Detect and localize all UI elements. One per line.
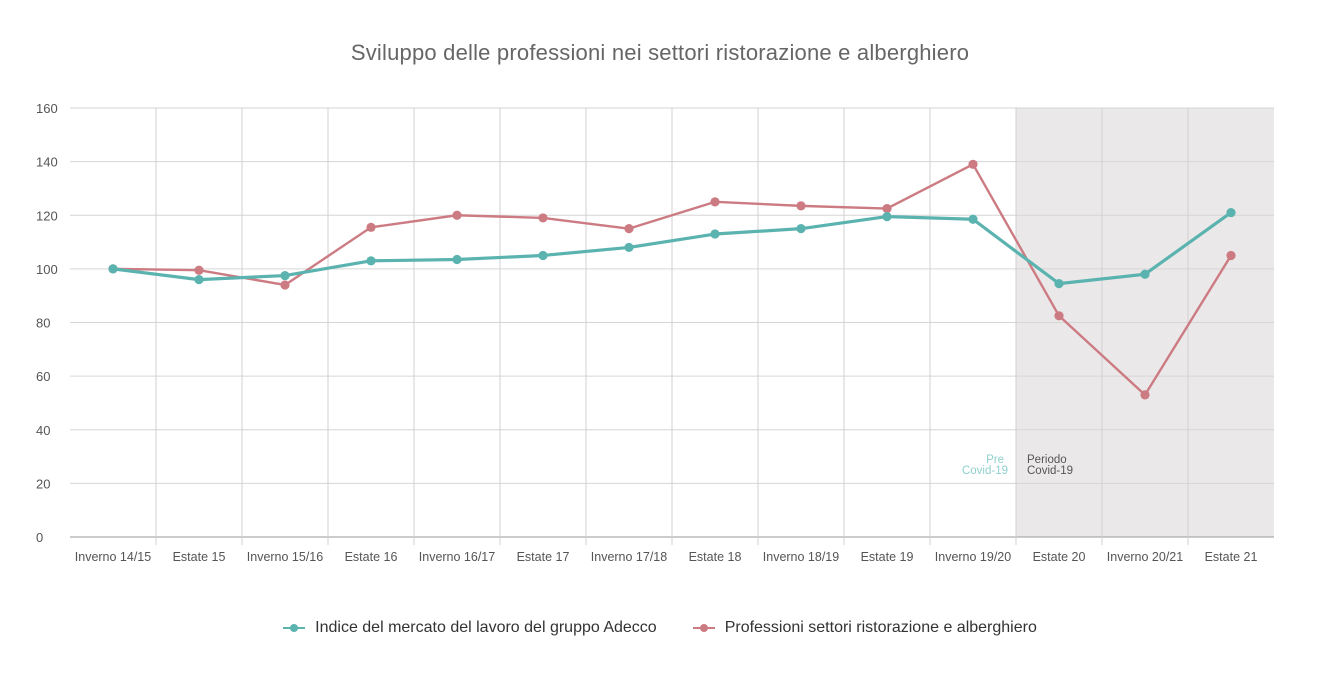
data-point-hospitality (796, 201, 806, 211)
x-tick-label: Inverno 19/20 (935, 550, 1011, 564)
annotation-covid-line1: Periodo (1027, 454, 1067, 466)
data-point-hospitality (1054, 311, 1064, 321)
series-line-adecco (111, 210, 1233, 286)
y-tick-label: 120 (36, 208, 58, 223)
data-point-hospitality (280, 280, 290, 290)
data-point-hospitality (882, 203, 892, 214)
x-tick-label: Inverno 14/15 (75, 550, 151, 564)
data-point-adecco (1226, 207, 1236, 218)
y-tick-label: 20 (36, 476, 50, 491)
x-tick-label: Estate 16 (345, 550, 398, 564)
y-tick-label: 60 (36, 369, 50, 384)
legend-marker-hospitality (692, 624, 715, 632)
legend-marker-adecco (283, 624, 306, 632)
x-tick-label: Estate 15 (173, 550, 226, 564)
data-point-adecco (366, 256, 376, 266)
data-point-hospitality (366, 222, 376, 232)
data-point-hospitality (452, 210, 462, 220)
data-point-adecco (968, 214, 978, 224)
chart-title: Sviluppo delle professioni nei settori r… (350, 40, 970, 65)
x-tick-label: Inverno 16/17 (419, 550, 495, 564)
data-point-adecco (108, 264, 118, 274)
y-tick-label: 100 (36, 262, 58, 277)
x-tick-label: Inverno 15/16 (247, 550, 323, 564)
data-point-hospitality (624, 224, 634, 234)
data-point-adecco (882, 211, 892, 222)
data-point-adecco (280, 270, 290, 281)
data-point-hospitality (710, 197, 720, 207)
series (108, 159, 1236, 400)
x-tick-label: Estate 19 (861, 550, 914, 564)
x-tick-label: Estate 17 (517, 550, 570, 564)
annotation-pre-line1: Pre (986, 454, 1004, 466)
x-axis-ticks: Inverno 14/15 Estate 15 Inverno 15/16 Estat… (75, 550, 1258, 564)
data-point-hospitality (538, 213, 548, 223)
legend-item-adecco[interactable]: Indice del mercato del lavoro del gruppo… (283, 619, 657, 637)
y-tick-label: 40 (36, 423, 50, 438)
data-point-adecco (194, 275, 204, 285)
series-line-hospitality (111, 163, 1233, 397)
y-tick-label: 140 (36, 155, 58, 170)
x-tick-label: Estate 20 (1033, 550, 1086, 564)
data-point-hospitality (194, 265, 204, 275)
data-point-adecco (538, 250, 548, 261)
legend-label-hospitality: Professioni settori ristorazione e alber… (724, 619, 1037, 636)
y-tick-label: 0 (36, 530, 43, 545)
data-point-hospitality (1226, 250, 1236, 261)
legend-item-hospitality[interactable]: Professioni settori ristorazione e alber… (692, 619, 1037, 637)
annotation-covid-line2: Covid-19 (1027, 465, 1073, 477)
data-point-adecco (710, 229, 720, 239)
data-point-hospitality (1140, 390, 1150, 400)
x-tick-label: Estate 21 (1205, 550, 1258, 564)
data-point-hospitality (968, 159, 978, 169)
legend: Indice del mercato del lavoro del gruppo… (0, 619, 1320, 637)
legend-label-adecco: Indice del mercato del lavoro del gruppo… (315, 619, 657, 636)
data-point-adecco (624, 242, 634, 253)
data-point-adecco (1054, 279, 1064, 289)
x-tick-label: Inverno 20/21 (1107, 550, 1183, 564)
data-point-adecco (796, 224, 806, 234)
line-chart: 0 20 40 60 80 100 120 140 160 Inverno 14/15 Estat… (36, 101, 1274, 564)
data-point-adecco (452, 254, 462, 265)
y-tick-label: 160 (36, 101, 58, 116)
y-tick-label: 80 (36, 316, 50, 331)
x-tick-label: Inverno 17/18 (591, 550, 667, 564)
y-axis-ticks: 0 20 40 60 80 100 120 140 160 (36, 101, 58, 545)
x-tick-label: Inverno 18/19 (763, 550, 839, 564)
annotation-pre-line2: Covid-19 (962, 465, 1008, 477)
data-point-adecco (1140, 269, 1150, 279)
x-tick-label: Estate 18 (689, 550, 742, 564)
